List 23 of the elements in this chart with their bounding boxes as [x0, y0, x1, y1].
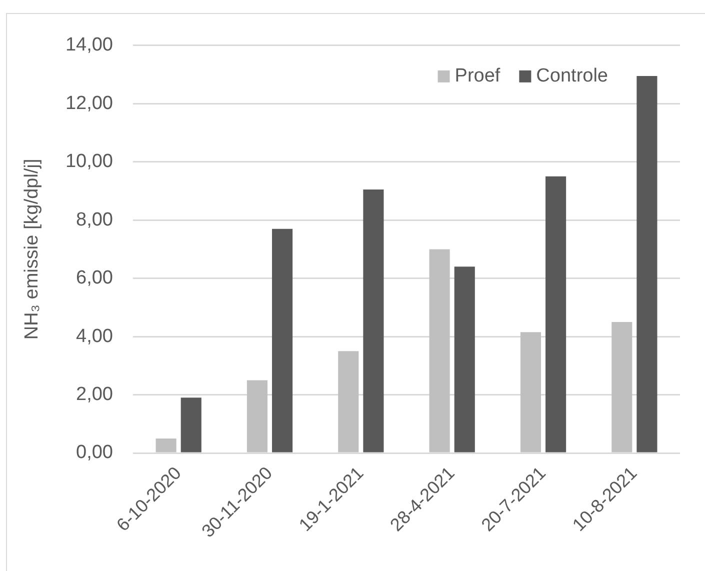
bar [180, 398, 202, 452]
y-axis-title: NH₃ emissie [kg/dpl/j] [22, 158, 43, 340]
bar [338, 351, 359, 452]
bar [246, 380, 268, 452]
y-tick-label: 8,00 [76, 209, 113, 230]
bar [546, 176, 566, 452]
bar [636, 76, 658, 452]
bar [612, 322, 632, 452]
bar [520, 332, 541, 452]
y-tick-label: 14,00 [65, 34, 113, 56]
y-tick-label: 4,00 [76, 326, 113, 347]
legend-label: Proef [454, 66, 501, 87]
bar [429, 249, 450, 452]
y-tick-label: 6,00 [76, 268, 113, 289]
legend-label: Controle [536, 66, 608, 87]
y-tick-label: 12,00 [65, 92, 113, 114]
y-tick-label: 0,00 [76, 442, 113, 464]
bar [156, 438, 176, 452]
bar [272, 228, 293, 452]
bar [454, 266, 475, 452]
y-tick-label: 2,00 [76, 384, 113, 406]
bar [363, 190, 384, 452]
y-tick-label: 10,00 [65, 151, 113, 172]
